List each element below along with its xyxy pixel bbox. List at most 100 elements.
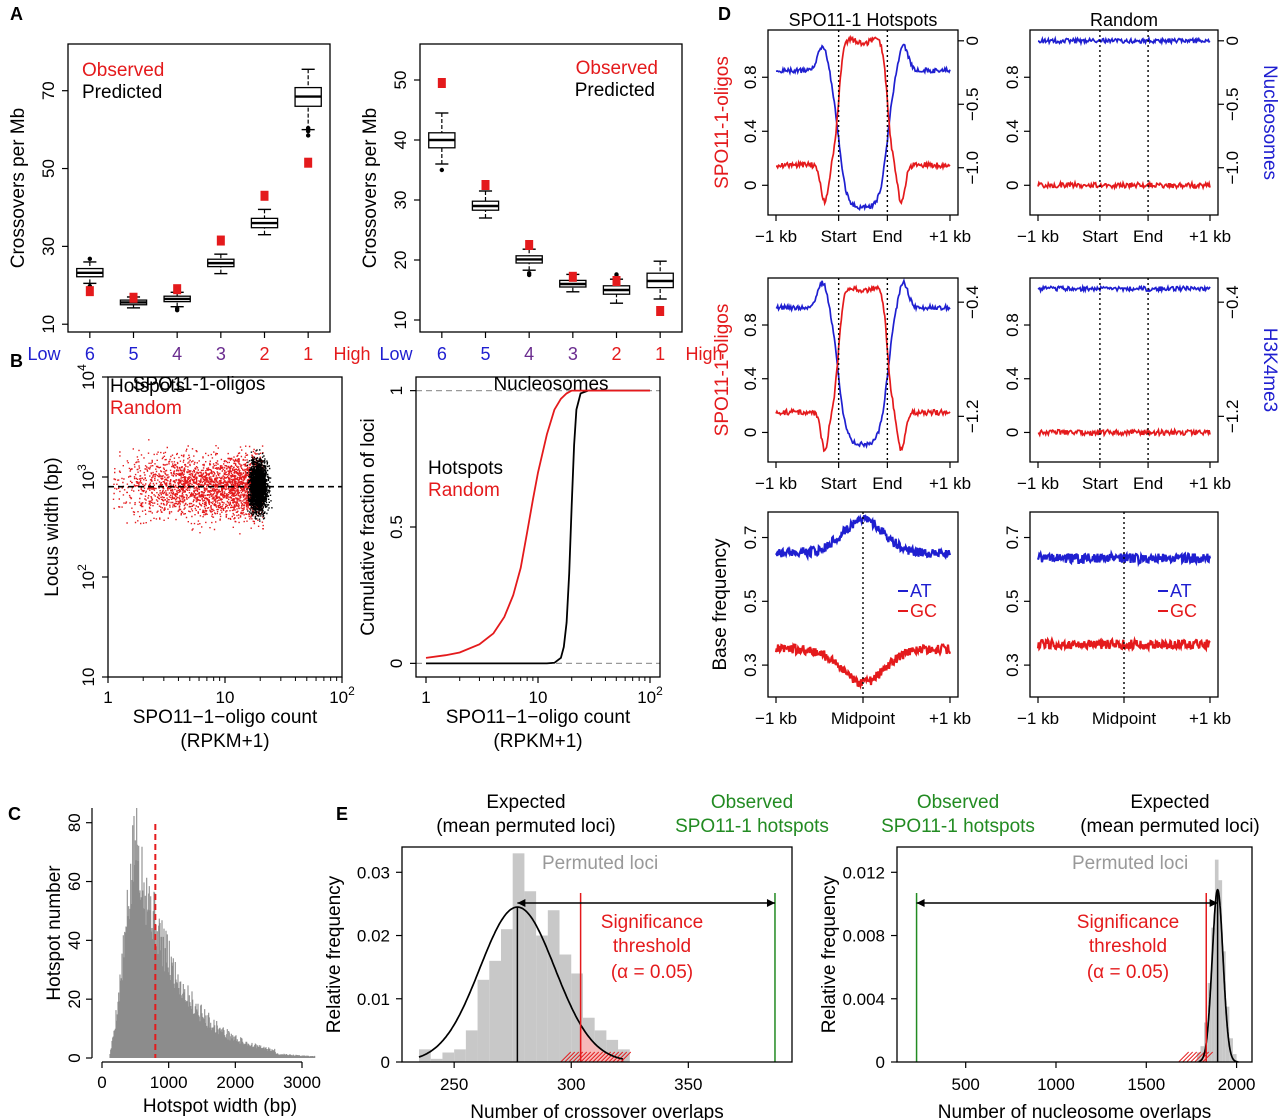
outlier-point: [305, 133, 311, 138]
gc-frequency-line: [774, 642, 952, 690]
x-tick-label: +1 kb: [929, 474, 971, 493]
histogram-bar: [442, 1052, 455, 1062]
legend-random: Random: [428, 480, 500, 501]
outlier-point: [174, 308, 180, 313]
panel-label-c: C: [8, 804, 21, 824]
y-tick-right-label: −1.2: [963, 400, 982, 434]
y-axis-label: Relative frequency: [324, 875, 345, 1033]
x-tick-label: −1 kb: [755, 474, 797, 493]
legend-predicted: Predicted: [575, 80, 655, 101]
profile-frame: [767, 277, 959, 463]
x-tick-label: Start: [1082, 474, 1118, 493]
tail-hatch: [1178, 1051, 1189, 1063]
y-tick-label: 10: [39, 315, 58, 334]
legend-gc: GC: [1170, 601, 1197, 621]
boxplot-frame: [67, 43, 331, 333]
x-tick-label: 10: [529, 688, 548, 707]
y-tick-label: 0.7: [741, 526, 760, 550]
secondary-profile-line: [1037, 283, 1211, 294]
tail-hatch: [576, 1051, 588, 1063]
observed-marker: [216, 235, 225, 246]
x-tick-label: 300: [557, 1075, 585, 1094]
y-tick-right-label: −0.4: [1223, 285, 1242, 319]
x-tick-label: 0: [97, 1073, 106, 1092]
histogram-bar: [618, 1049, 630, 1062]
x-tick-label: 1000: [150, 1073, 188, 1092]
tail-hatch: [596, 1051, 608, 1063]
histogram-bar: [512, 853, 525, 1062]
y-axis-label: Cumulative fraction of loci: [358, 418, 379, 636]
outlier-point: [614, 272, 619, 277]
tail-hatch: [616, 1051, 628, 1063]
tail-hatch: [592, 1051, 604, 1063]
y-tick-left-label: 0.4: [741, 367, 760, 391]
histogram-bar: [1222, 951, 1226, 1062]
x-tick-label: End: [872, 474, 902, 493]
outlier-point: [305, 128, 311, 134]
category-label: 6: [85, 344, 95, 364]
x-tick-label: 1: [421, 688, 430, 707]
panel-e-crossover-histogram: 250 300 350 0 0.01 0.02 0.03 Relative frequency…: [324, 792, 829, 1120]
x-axis-label-units: (RPKM+1): [180, 731, 269, 752]
y-tick-right-label: −0.5: [1223, 87, 1242, 121]
observed-marker: [85, 286, 94, 297]
tail-hatch: [1194, 1051, 1205, 1063]
oligo-profile-line: [775, 284, 951, 453]
observed-marker: [129, 292, 138, 303]
y-tick-right-label: −0.5: [963, 87, 982, 121]
category-label: 3: [568, 344, 578, 364]
profile-frame: [1029, 29, 1219, 216]
y-tick-left-label: 0.8: [1003, 65, 1022, 89]
panel-b-cumulative: 1 10 102 0 0.5 1 Cumulative fraction of loci SP…: [358, 376, 663, 752]
threshold-label-3: (α = 0.05): [611, 962, 693, 983]
x-axis-label: SPO11−1−oligo count: [446, 707, 631, 728]
y-axis-label: Locus width (bp): [42, 457, 63, 596]
oligo-profile-line: [1037, 427, 1211, 438]
histogram-bar: [606, 1039, 619, 1062]
y-tick-left-label: 0.8: [741, 313, 760, 337]
histogram-bar: [1211, 927, 1215, 1062]
expected-distribution-fit: [418, 906, 623, 1060]
y-tick-label: 40: [391, 131, 410, 150]
panel-a-nucleosome-boxplot: 10 20 30 40 50 Crossovers per Mb 6 5 4 3 2 1 Low High…: [360, 43, 723, 395]
panel-label-e: E: [336, 804, 348, 824]
category-label: 5: [128, 344, 138, 364]
secondary-profile-line: [775, 43, 951, 212]
panel-label-b: B: [10, 351, 23, 371]
y-tick-label: 50: [39, 159, 58, 178]
histogram-bars: [109, 808, 316, 1058]
y-tick-label: 0.7: [1003, 526, 1022, 550]
hotspots-cdf-line: [426, 389, 650, 665]
y-tick-label: 0.03: [357, 863, 390, 882]
y-tick-right-label: 0: [1223, 36, 1242, 45]
histogram-bar: [430, 1058, 443, 1062]
y-tick-label: 0.004: [842, 990, 885, 1009]
y-tick-label: 0.3: [741, 653, 760, 677]
x-tick-label: 2000: [216, 1073, 254, 1092]
y-tick-label: 0.02: [357, 927, 390, 946]
y-tick-right-label: 0: [963, 36, 982, 45]
tail-hatch: [1186, 1051, 1197, 1063]
y-axis-label: Crossovers per Mb: [8, 108, 29, 269]
y-axis-label: Base frequency: [710, 538, 731, 671]
category-label: 6: [437, 344, 447, 364]
hotspot-points: [246, 449, 273, 522]
threshold-label-2: threshold: [1089, 936, 1167, 957]
observed-label-2: SPO11-1 hotspots: [881, 816, 1035, 837]
x-tick-label: −1 kb: [1017, 474, 1059, 493]
y-tick-right-label: −1.0: [1223, 151, 1242, 185]
y-tick-label: 103: [75, 464, 98, 490]
x-tick-label: −1 kb: [1017, 709, 1059, 728]
secondary-profile-line: [775, 277, 951, 450]
y-axis-left-label: SPO11-1-oligos: [712, 56, 733, 189]
legend-at: AT: [910, 581, 932, 601]
histogram-bar: [524, 891, 537, 1062]
y-tick-label: 0.01: [357, 990, 390, 1009]
x-tick-label: 1000: [1037, 1075, 1075, 1094]
histogram-bar: [1232, 1054, 1237, 1062]
tail-hatch: [1190, 1051, 1201, 1063]
random-cdf-line: [425, 389, 650, 659]
tail-hatch: [620, 1051, 632, 1063]
histogram-bar: [1214, 859, 1219, 1062]
x-axis-label: Hotspot width (bp): [143, 1096, 297, 1117]
